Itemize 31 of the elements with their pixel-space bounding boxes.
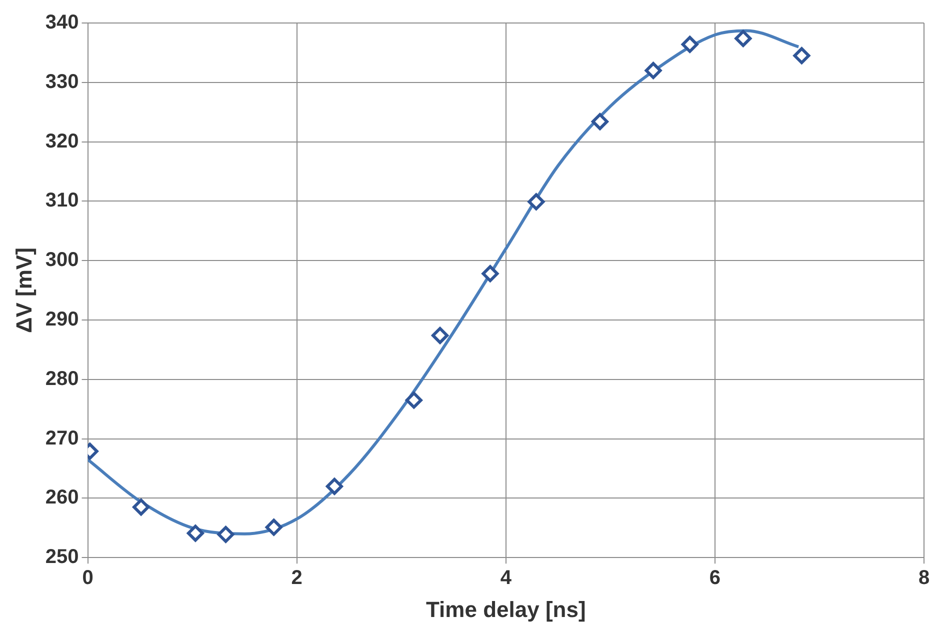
point (591, 113, 608, 130)
point (681, 36, 698, 53)
y-tick-label: 320 (45, 130, 79, 152)
y-tick-label: 260 (45, 486, 79, 509)
x-tick-label: 2 (291, 567, 302, 590)
x-tick-label: 0 (82, 567, 94, 590)
y-tick-label: 290 (45, 308, 79, 331)
x-axis-title: Time delay [ns] (426, 596, 586, 622)
point (132, 498, 150, 516)
y-tick-label: 250 (45, 546, 79, 568)
y-tick-label: 330 (45, 70, 79, 93)
point (528, 193, 545, 210)
y-tick-label: 280 (45, 368, 79, 390)
x-tick-label: 4 (500, 567, 512, 590)
point (217, 526, 234, 543)
point (482, 265, 499, 282)
point (734, 30, 752, 47)
x-tick-label: 6 (709, 567, 721, 590)
y-tick-label: 270 (45, 427, 79, 450)
y-axis-title: ΔV [mV] (11, 248, 36, 334)
point (405, 392, 422, 409)
point (793, 47, 810, 64)
y-tick-label: 300 (45, 249, 79, 272)
point (644, 62, 662, 80)
point (432, 326, 449, 344)
x-tick-label: 8 (918, 567, 930, 590)
point (265, 518, 282, 536)
y-tick-label: 310 (45, 190, 79, 212)
point (186, 524, 204, 542)
y-tick-label: 340 (45, 12, 79, 34)
point (326, 478, 343, 495)
